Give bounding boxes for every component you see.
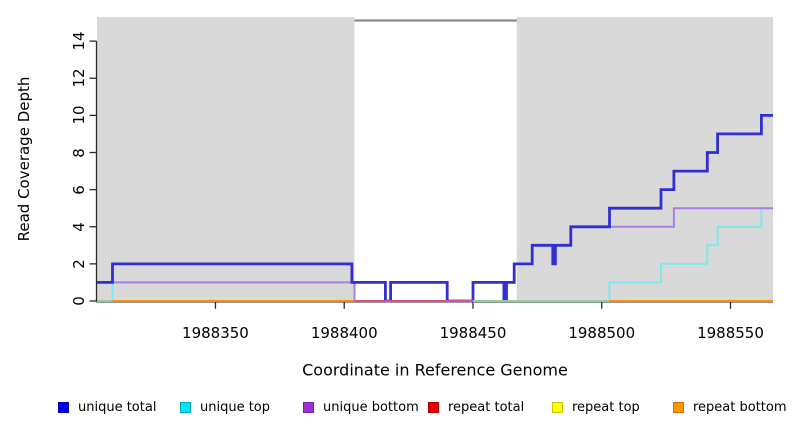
legend-item-unique-bottom: unique bottom <box>303 399 419 415</box>
y-tick-label: 6 <box>70 184 88 195</box>
y-tick-label: 0 <box>70 296 88 306</box>
y-tick-label: 8 <box>70 147 88 158</box>
legend-item-unique-total: unique total <box>58 399 157 415</box>
repeat-region-shading <box>516 17 773 302</box>
legend-item-unique-top: unique top <box>180 399 271 415</box>
x-tick-label: 1988550 <box>697 324 764 342</box>
legend-label: unique top <box>200 399 271 415</box>
y-tick-label: 12 <box>70 68 88 88</box>
legend-swatch-icon <box>552 401 563 413</box>
x-axis-title: Coordinate in Reference Genome <box>302 360 568 380</box>
legend-swatch-icon <box>58 401 69 413</box>
legend-label: repeat bottom <box>693 399 787 415</box>
legend-swatch-icon <box>673 401 684 413</box>
y-tick-label: 4 <box>70 221 88 232</box>
legend-swatch-icon <box>180 401 191 413</box>
y-tick-label: 2 <box>70 259 88 269</box>
x-tick-label: 1988500 <box>568 324 636 342</box>
x-tick-label: 1988400 <box>310 324 378 342</box>
x-tick-label: 1988350 <box>182 324 249 342</box>
legend-label: unique bottom <box>323 399 419 415</box>
legend-swatch-icon <box>303 401 314 413</box>
legend-item-repeat-top: repeat top <box>552 399 640 415</box>
y-axis-title: Read Coverage Depth <box>15 76 33 242</box>
legend-label: repeat total <box>448 399 525 415</box>
x-tick-label: 1988450 <box>439 324 507 342</box>
legend-label: unique total <box>78 399 157 415</box>
legend-item-repeat-bottom: repeat bottom <box>673 399 787 415</box>
y-tick-label: 14 <box>70 31 88 51</box>
legend-swatch-icon <box>428 401 439 413</box>
legend-item-repeat-total: repeat total <box>428 399 525 415</box>
y-tick-label: 10 <box>70 105 88 125</box>
legend-label: repeat top <box>572 399 640 415</box>
repeat-region-shading <box>97 17 355 302</box>
